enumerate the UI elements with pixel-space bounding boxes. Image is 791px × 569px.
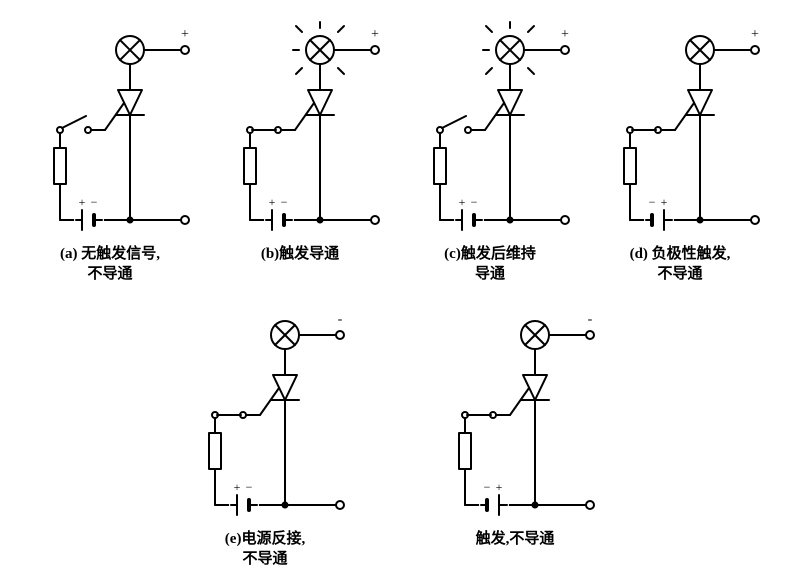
circuit-a: ++− <box>20 20 200 240</box>
caption-e: (e)电源反接, 不导通 <box>175 530 355 569</box>
svg-text:+: + <box>181 27 189 42</box>
svg-text:+: + <box>496 480 503 494</box>
svg-text:+: + <box>661 195 668 209</box>
svg-text:−: − <box>471 195 478 209</box>
svg-text:+: + <box>561 27 569 42</box>
svg-text:−: − <box>91 195 98 209</box>
svg-text:+: + <box>751 27 759 42</box>
svg-text:-: - <box>588 312 593 327</box>
circuit-b: ++− <box>210 20 390 240</box>
svg-text:+: + <box>79 195 86 209</box>
circuit-f: - +− <box>425 305 605 525</box>
caption-f: 触发,不导通 <box>425 530 605 550</box>
svg-text:+: + <box>371 27 379 42</box>
svg-text:−: − <box>649 195 656 209</box>
caption-d: (d) 负极性触发, 不导通 <box>590 245 770 284</box>
svg-text:+: + <box>459 195 466 209</box>
svg-text:+: + <box>234 480 241 494</box>
caption-a: (a) 无触发信号, 不导通 <box>20 245 200 284</box>
svg-text:+: + <box>269 195 276 209</box>
circuit-d: ++− <box>590 20 770 240</box>
svg-text:−: − <box>281 195 288 209</box>
svg-text:−: − <box>484 480 491 494</box>
svg-text:−: − <box>246 480 253 494</box>
circuit-c: ++− <box>400 20 580 240</box>
caption-b: (b)触发导通 <box>210 245 390 265</box>
svg-text:-: - <box>338 312 343 327</box>
caption-c: (c)触发后维持 导通 <box>400 245 580 284</box>
circuit-e: - +− <box>175 305 355 525</box>
